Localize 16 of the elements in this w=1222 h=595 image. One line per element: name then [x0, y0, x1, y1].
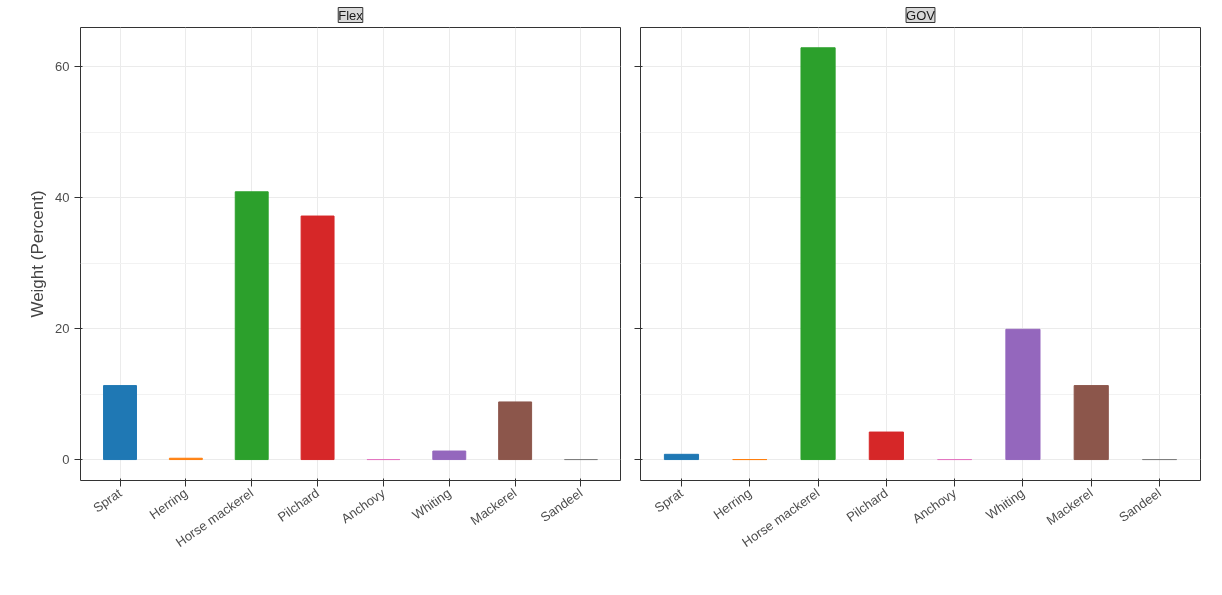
y-tick-label: 60 — [55, 59, 70, 75]
y-axis-title: Weight (Percent) — [28, 190, 48, 318]
bar — [498, 401, 533, 461]
bar — [868, 431, 904, 461]
y-tick-label: 20 — [55, 321, 70, 337]
bar — [103, 385, 137, 461]
bar — [800, 47, 836, 461]
y-tick-label: 40 — [55, 190, 70, 206]
bar — [1005, 328, 1041, 461]
bar — [300, 215, 335, 461]
bar — [234, 191, 269, 461]
bar — [432, 450, 467, 461]
y-tick-label: 0 — [62, 452, 70, 468]
bar — [663, 453, 700, 461]
bar — [1073, 385, 1109, 461]
chart-title: GOV — [906, 7, 936, 23]
